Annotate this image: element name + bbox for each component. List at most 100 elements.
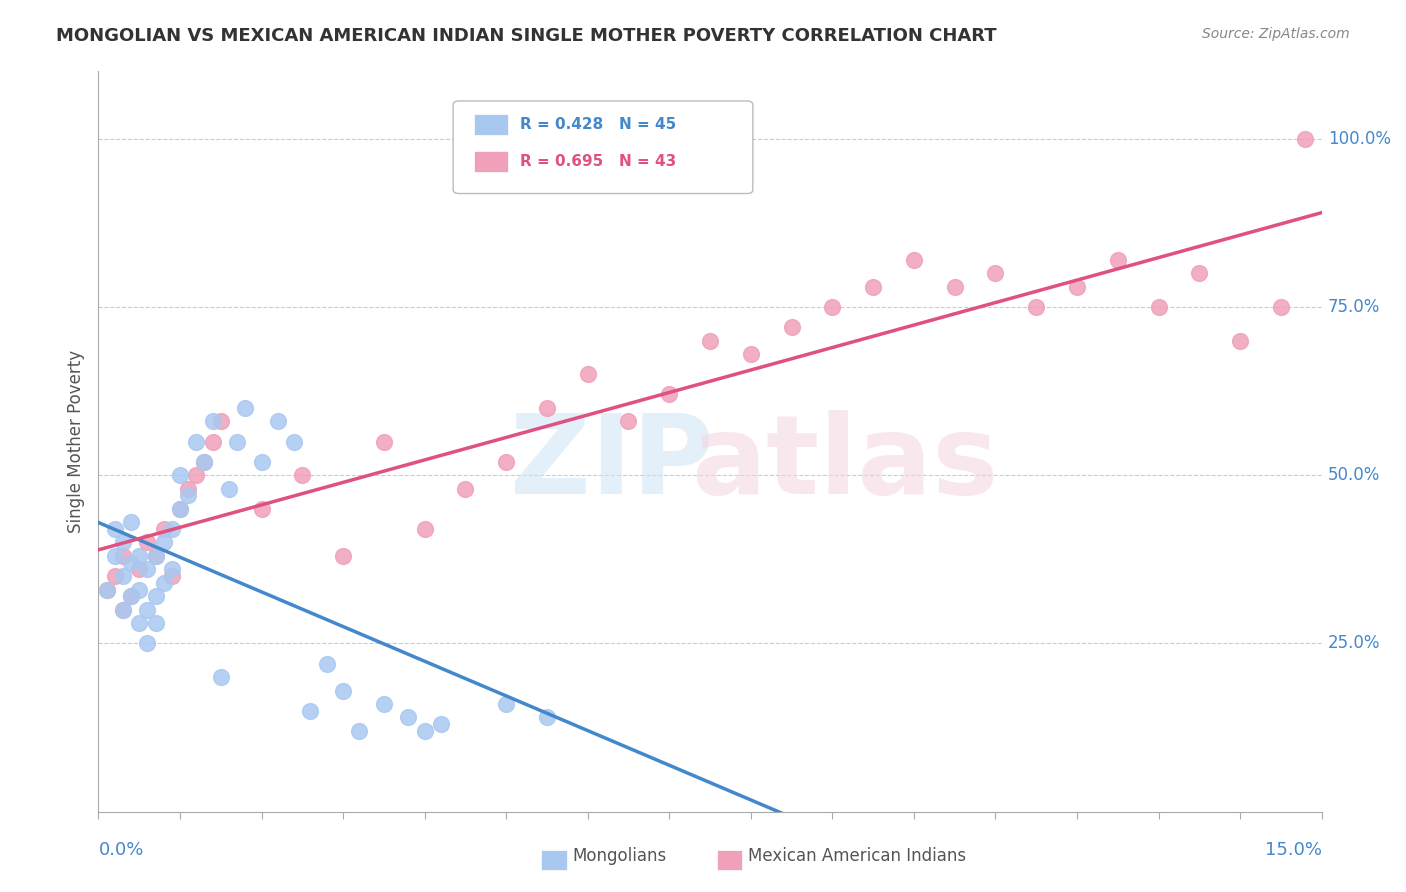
Point	[201, 414, 224, 428]
Point	[96, 582, 118, 597]
Text: 100.0%: 100.0%	[1327, 129, 1391, 148]
Point	[152, 522, 174, 536]
Point	[104, 569, 127, 583]
Point	[536, 401, 558, 415]
Text: 15.0%: 15.0%	[1264, 841, 1322, 859]
Text: 0.0%: 0.0%	[98, 841, 143, 859]
Point	[136, 535, 159, 549]
Point	[111, 603, 134, 617]
Point	[349, 723, 371, 738]
Point	[152, 535, 174, 549]
Point	[943, 279, 966, 293]
Point	[96, 582, 118, 597]
Text: atlas: atlas	[690, 410, 998, 517]
Point	[617, 414, 640, 428]
Point	[862, 279, 884, 293]
Point	[104, 522, 127, 536]
Point	[120, 516, 142, 530]
Point	[1270, 300, 1292, 314]
Point	[495, 455, 517, 469]
Point	[186, 468, 208, 483]
Point	[283, 434, 305, 449]
Text: 25.0%: 25.0%	[1327, 634, 1381, 652]
Point	[536, 710, 558, 724]
Point	[1294, 131, 1316, 145]
Point	[201, 434, 224, 449]
Point	[1188, 266, 1211, 280]
Point	[233, 401, 256, 415]
Point	[413, 522, 436, 536]
Point	[218, 482, 240, 496]
Text: R = 0.428   N = 45: R = 0.428 N = 45	[520, 117, 676, 132]
Text: R = 0.695   N = 43: R = 0.695 N = 43	[520, 154, 676, 169]
Point	[903, 252, 925, 267]
Point	[128, 616, 150, 631]
Text: Source: ZipAtlas.com: Source: ZipAtlas.com	[1202, 27, 1350, 41]
Point	[136, 562, 159, 576]
Bar	[474, 114, 508, 135]
Text: Mongolians: Mongolians	[572, 847, 666, 865]
Point	[226, 434, 249, 449]
Point	[1066, 279, 1088, 293]
Point	[209, 414, 232, 428]
Point	[454, 482, 477, 496]
Point	[1147, 300, 1170, 314]
Point	[373, 697, 395, 711]
FancyBboxPatch shape	[453, 101, 752, 194]
Point	[373, 434, 395, 449]
Point	[160, 569, 183, 583]
Point	[413, 723, 436, 738]
Point	[1025, 300, 1047, 314]
Text: ZIP: ZIP	[510, 410, 714, 517]
Point	[1107, 252, 1129, 267]
Point	[145, 549, 167, 563]
Point	[177, 488, 200, 502]
Point	[193, 455, 215, 469]
Point	[193, 455, 215, 469]
Point	[740, 347, 762, 361]
Point	[111, 603, 134, 617]
Point	[984, 266, 1007, 280]
Point	[120, 590, 142, 604]
Point	[658, 387, 681, 401]
Point	[1229, 334, 1251, 348]
Point	[430, 717, 453, 731]
Point	[169, 468, 191, 483]
Point	[160, 562, 183, 576]
Point	[136, 636, 159, 650]
Y-axis label: Single Mother Poverty: Single Mother Poverty	[66, 350, 84, 533]
Point	[315, 657, 337, 671]
Point	[111, 569, 134, 583]
Point	[128, 582, 150, 597]
Point	[699, 334, 721, 348]
Text: 50.0%: 50.0%	[1327, 467, 1381, 484]
Point	[332, 549, 354, 563]
Point	[291, 468, 314, 483]
Point	[209, 670, 232, 684]
Point	[145, 549, 167, 563]
Point	[250, 455, 273, 469]
Point	[136, 603, 159, 617]
Point	[145, 616, 167, 631]
Point	[128, 562, 150, 576]
Point	[160, 522, 183, 536]
Point	[104, 549, 127, 563]
Point	[177, 482, 200, 496]
Point	[299, 704, 322, 718]
Point	[169, 501, 191, 516]
Point	[495, 697, 517, 711]
Point	[332, 683, 354, 698]
Point	[169, 501, 191, 516]
Point	[780, 320, 803, 334]
Point	[186, 434, 208, 449]
Point	[145, 590, 167, 604]
Point	[576, 368, 599, 382]
Point	[128, 549, 150, 563]
Point	[111, 535, 134, 549]
Point	[120, 556, 142, 570]
Point	[111, 549, 134, 563]
Text: 75.0%: 75.0%	[1327, 298, 1381, 316]
Text: MONGOLIAN VS MEXICAN AMERICAN INDIAN SINGLE MOTHER POVERTY CORRELATION CHART: MONGOLIAN VS MEXICAN AMERICAN INDIAN SIN…	[56, 27, 997, 45]
Point	[396, 710, 419, 724]
Text: Mexican American Indians: Mexican American Indians	[748, 847, 966, 865]
